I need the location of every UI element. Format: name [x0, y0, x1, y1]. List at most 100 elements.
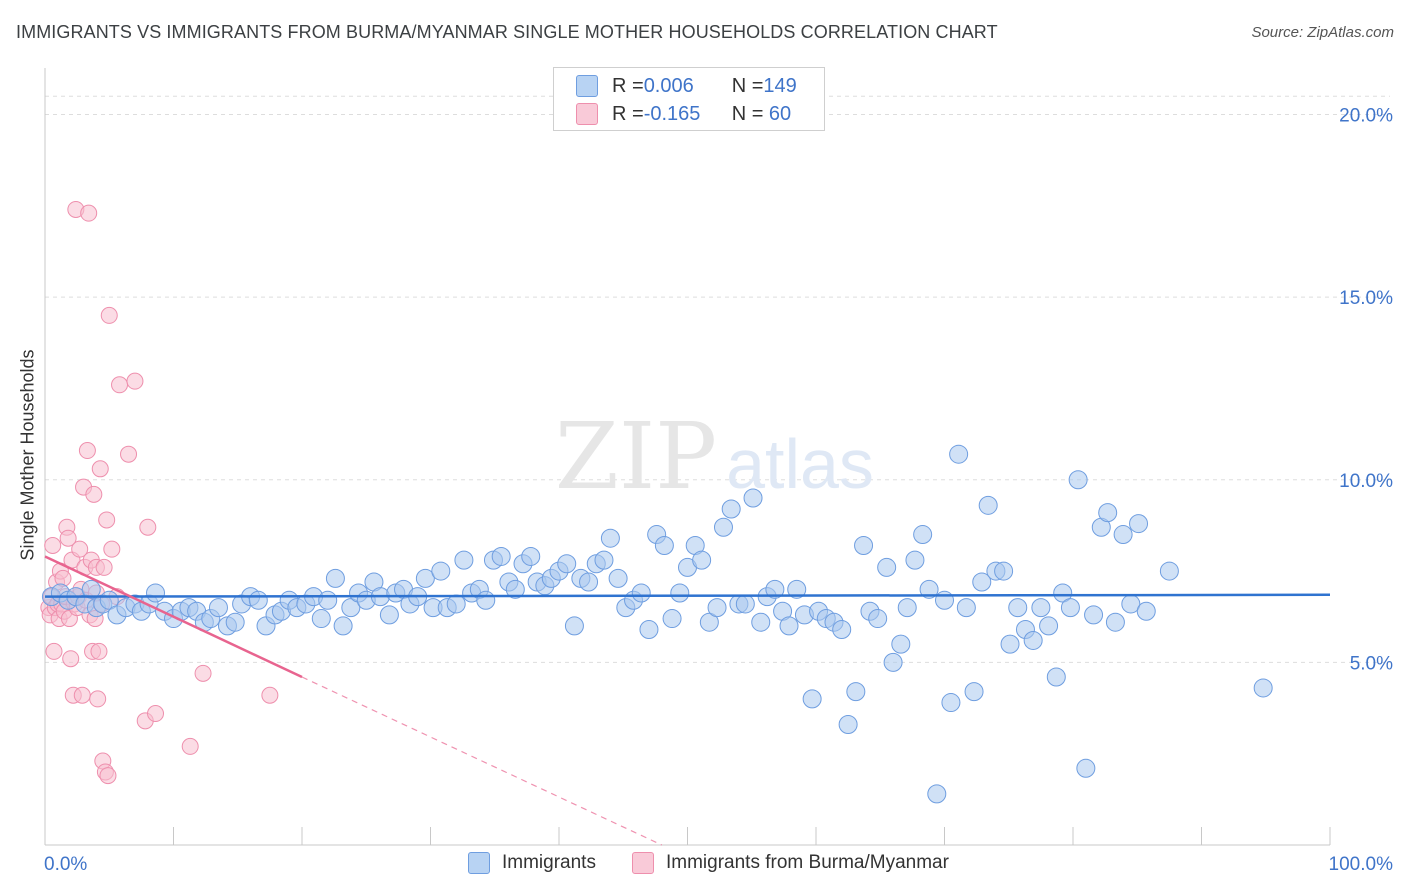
legend-n-label: N = [731, 102, 764, 125]
burma-point [91, 460, 109, 478]
immigrants-point [446, 594, 466, 614]
immigrants-trend-line [44, 593, 1331, 598]
immigrants-point [521, 546, 541, 566]
burma-point [44, 537, 62, 555]
immigrants-point [662, 609, 682, 629]
burma-point [261, 686, 279, 704]
immigrants-point [379, 605, 399, 625]
immigrants-point [779, 616, 799, 636]
burma-point [73, 686, 91, 704]
y-tick-label: 15.0% [1339, 288, 1393, 309]
immigrants-point [1136, 601, 1156, 621]
immigrants-point [631, 583, 651, 603]
burma-trend-extension [301, 676, 663, 846]
immigrants-point [505, 579, 525, 599]
immigrants-point [994, 561, 1014, 581]
immigrants-point [608, 568, 628, 588]
burma-point [90, 642, 108, 660]
immigrants-point [941, 693, 961, 713]
immigrants-point [1068, 470, 1088, 490]
immigrants-point [318, 590, 338, 610]
watermark-zip: ZIP [555, 403, 717, 510]
immigrants-point [311, 609, 331, 629]
legend-r-label: R = [612, 74, 644, 97]
immigrants-points [41, 444, 1273, 804]
immigrants-point [1023, 630, 1043, 650]
tick-labels: 5.0% 10.0% 15.0% 20.0% 0.0% 100.0% [44, 106, 1393, 875]
immigrants-point [1000, 634, 1020, 654]
gridlines [45, 95, 1390, 663]
immigrants-point [832, 620, 852, 640]
immigrants-point [964, 682, 984, 702]
immigrants-point [897, 598, 917, 618]
bottom-legend-label: Immigrants from Burma/Myanmar [666, 852, 949, 873]
immigrants-point [978, 495, 998, 515]
immigrants-point [877, 557, 897, 577]
burma-point [120, 445, 138, 463]
immigrants-point [1105, 612, 1125, 632]
immigrants-point [579, 572, 599, 592]
immigrants-point [146, 583, 166, 603]
axes [44, 68, 1331, 846]
immigrants-point [670, 583, 690, 603]
immigrants-point [972, 572, 992, 592]
burma-point [59, 529, 77, 547]
immigrants-point [564, 616, 584, 636]
immigrants-point [854, 536, 874, 556]
immigrants-point [905, 550, 925, 570]
burma-point [139, 518, 157, 536]
immigrants-point [476, 590, 496, 610]
immigrants-point [491, 546, 511, 566]
immigrants-point [1039, 616, 1059, 636]
immigrants-point [713, 517, 733, 537]
legend-row-immigrants: R = 0.006 N = 149 [576, 73, 797, 99]
immigrants-point [1008, 598, 1028, 618]
legend-n-label: N = [731, 74, 764, 97]
immigrants-point [415, 568, 435, 588]
burma-point [89, 690, 107, 708]
burma-point [45, 642, 63, 660]
immigrants-point [557, 554, 577, 574]
immigrants-point [333, 616, 353, 636]
immigrants-point [692, 550, 712, 570]
burma-point [181, 737, 199, 755]
legend-r-label: R = [612, 102, 644, 125]
burma-point [71, 540, 89, 558]
immigrants-point [1060, 598, 1080, 618]
legend-n-value: 60 [763, 102, 792, 125]
immigrants-point [1046, 667, 1066, 687]
immigrants-point [699, 612, 719, 632]
immigrants-point [751, 612, 771, 632]
source-label: Source: ZipAtlas.com [1251, 24, 1394, 41]
chart-title: IMMIGRANTS VS IMMIGRANTS FROM BURMA/MYAN… [16, 22, 998, 42]
immigrants-point [1098, 503, 1118, 523]
burma-point [147, 705, 165, 723]
immigrants-point [1076, 758, 1096, 778]
burma-point [111, 376, 129, 394]
immigrants-point [846, 682, 866, 702]
bottom-legend-immigrants: Immigrants [468, 852, 596, 874]
burma-point [78, 442, 96, 460]
immigrants-point [600, 528, 620, 548]
x-tick-label: 100.0% [1329, 854, 1394, 875]
bottom-legend-label: Immigrants [502, 852, 596, 873]
immigrants-point [81, 579, 101, 599]
immigrants-point [883, 652, 903, 672]
burma-point [80, 204, 98, 222]
stats-legend: R = 0.006 N = 149 R = -0.165 N = 60 [553, 67, 825, 131]
immigrants-point [919, 579, 939, 599]
legend-row-burma: R = -0.165 N = 60 [576, 101, 791, 127]
immigrants-point [225, 612, 245, 632]
immigrants-point [1084, 605, 1104, 625]
burma-point [95, 558, 113, 576]
immigrants-point [765, 579, 785, 599]
watermark: ZIP atlas [555, 403, 874, 510]
immigrants-point [927, 784, 947, 804]
burma-trend-line [44, 555, 303, 679]
immigrants-point [735, 594, 755, 614]
immigrants-point [707, 598, 727, 618]
immigrants-point [248, 590, 268, 610]
immigrants-point [743, 488, 763, 508]
immigrants-point [802, 689, 822, 709]
burma-point [103, 540, 121, 558]
